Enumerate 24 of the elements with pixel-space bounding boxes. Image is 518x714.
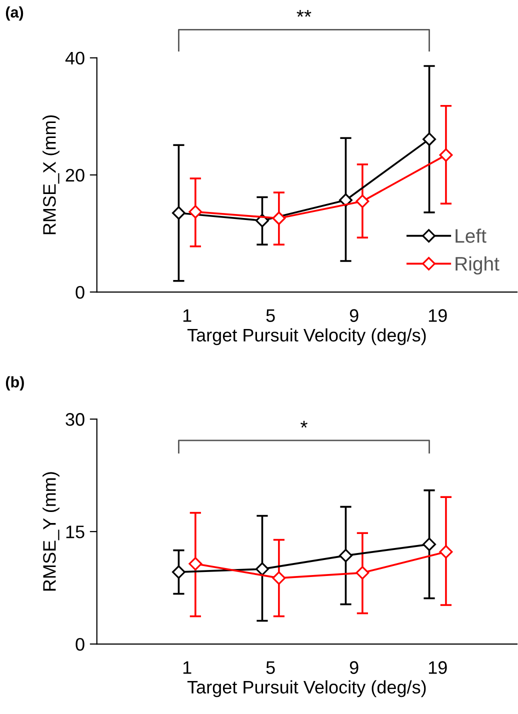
- x-axis-title: Target Pursuit Velocity (deg/s): [187, 680, 426, 698]
- chart-title: (a): [6, 6, 24, 21]
- y-tick-label: 30: [66, 413, 84, 426]
- legend-label: Right: [456, 256, 500, 275]
- y-axis-title: RMSE_X (mm): [42, 115, 60, 234]
- x-tick-label: 9: [350, 661, 358, 674]
- y-tick-label: 40: [65, 52, 84, 65]
- text: (b): [6, 376, 24, 391]
- x-tick-label: 1: [183, 661, 192, 674]
- x-tick-label: 9: [350, 309, 358, 322]
- x-axis-title: Target Pursuit Velocity (deg/s): [187, 328, 426, 346]
- y-axis-title: RMSE_Y (mm): [42, 472, 60, 591]
- x-tick-label: 19: [428, 661, 447, 674]
- y-tick-label: 0: [76, 638, 84, 651]
- x-tick-label: 5: [266, 309, 275, 322]
- legend-label: Left: [456, 228, 486, 243]
- x-tick-label: 1: [183, 309, 192, 322]
- y-tick-label: 15: [66, 526, 84, 538]
- y-tick-label: 20: [66, 168, 84, 182]
- annotation: *: [300, 420, 308, 428]
- text: **: [296, 10, 312, 17]
- y-tick-label: 0: [76, 286, 84, 299]
- x-tick-label: 19: [428, 309, 447, 322]
- x-tick-label: 5: [266, 661, 275, 674]
